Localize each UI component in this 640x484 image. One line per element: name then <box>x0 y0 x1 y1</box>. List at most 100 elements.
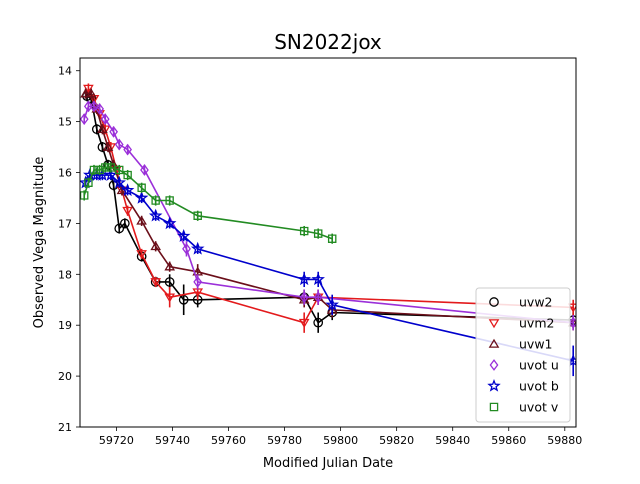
x-axis-label: Modified Julian Date <box>263 456 393 471</box>
data-point-uvw2 <box>91 124 102 135</box>
legend: uvw2 uvm2 uvw1 uvot u uvot b uvot v <box>475 287 571 423</box>
data-point-uvot-b <box>176 229 191 242</box>
data-point-uvm2 <box>298 318 310 328</box>
data-layer <box>80 83 576 377</box>
y-tick-label: 20 <box>58 370 72 383</box>
y-tick-label: 15 <box>58 116 72 129</box>
data-point-uvot-v <box>95 165 104 175</box>
data-point-uvot-u <box>193 276 203 288</box>
data-point-uvot-v <box>115 165 124 175</box>
data-point-uvot-u <box>140 163 149 176</box>
x-tick-label: 59720 <box>99 434 134 447</box>
data-point-uvot-u <box>80 113 89 125</box>
data-point-uvot-u <box>313 291 323 304</box>
x-tick-label: 59880 <box>547 434 582 447</box>
data-point-uvot-b <box>311 272 325 286</box>
data-point-uvot-v <box>299 226 309 236</box>
data-point-uvot-u <box>109 125 119 138</box>
legend-label-uvw2: uvw2 <box>519 295 553 310</box>
data-point-uvot-v <box>193 211 202 220</box>
series-uvot-v <box>80 162 337 244</box>
data-point-uvot-b <box>148 208 163 222</box>
data-point-uvm2 <box>136 250 147 260</box>
legend-marker-uvot-v <box>489 402 499 412</box>
data-point-uvot-b <box>134 190 149 204</box>
data-point-uvm2 <box>567 303 576 313</box>
legend-marker-uvm2 <box>488 319 500 329</box>
y-axis: 14 15 16 17 18 19 20 21 <box>58 65 80 434</box>
data-point-uvot-b <box>190 241 205 255</box>
data-point-uvw1 <box>136 215 147 225</box>
y-tick-label: 17 <box>58 217 72 230</box>
y-axis-label: Observed Vega Magnitude <box>32 157 47 329</box>
data-point-uvot-b <box>103 167 118 181</box>
data-point-uvw2 <box>119 218 130 229</box>
data-point-uvot-u <box>114 138 124 151</box>
legend-marker-uvot-u <box>489 359 499 371</box>
data-point-uvot-u <box>100 113 110 125</box>
data-point-uvw2 <box>313 317 324 328</box>
plot-frame <box>79 57 577 428</box>
legend-label-uvm2: uvm2 <box>519 316 554 331</box>
legend-label-uvw1: uvw1 <box>519 337 553 352</box>
legend-label-uvot-b: uvot b <box>519 379 559 394</box>
y-tick-label: 19 <box>58 319 72 332</box>
legend-label-uvot-v: uvot v <box>519 400 559 415</box>
data-point-uvw2 <box>164 277 175 287</box>
data-point-uvot-v <box>137 183 146 193</box>
y-tick-label: 21 <box>58 421 72 434</box>
data-point-uvot-b <box>325 297 340 311</box>
data-point-uvw1 <box>164 261 176 271</box>
data-point-uvm2 <box>150 278 162 288</box>
x-tick-label: 59740 <box>155 434 190 447</box>
data-point-uvw2 <box>97 142 108 152</box>
legend-marker-uvw1 <box>488 338 500 348</box>
data-point-uvot-b <box>162 216 177 230</box>
data-point-uvw1 <box>85 88 97 98</box>
chart-title: SN2022jox <box>274 30 382 54</box>
y-tick-label: 14 <box>58 65 72 78</box>
series-line-uvot-u <box>83 105 574 324</box>
legend-marker-uvot-b <box>487 378 501 392</box>
x-tick-label: 59860 <box>491 434 526 447</box>
data-point-uvm2 <box>122 206 133 216</box>
data-point-uvw2 <box>178 294 189 305</box>
data-point-uvot-u <box>299 291 309 304</box>
data-point-uvot-b <box>112 175 126 189</box>
data-point-uvot-v <box>165 196 174 205</box>
data-point-uvot-u <box>95 103 105 115</box>
data-point-uvot-v <box>151 196 160 205</box>
y-tick-label: 16 <box>58 167 72 180</box>
data-point-uvot-v <box>80 191 89 200</box>
data-point-uvot-u <box>89 100 99 113</box>
x-tick-label: 59760 <box>211 434 246 447</box>
legend-label-uvot-u: uvot u <box>519 358 559 373</box>
data-point-uvw1 <box>102 141 114 151</box>
x-tick-label: 59780 <box>267 434 302 447</box>
data-point-uvot-v <box>313 229 323 238</box>
data-point-uvot-b <box>297 272 311 286</box>
data-point-uvot-v <box>123 170 132 180</box>
data-point-uvw2 <box>114 223 125 234</box>
legend-marker-uvw2 <box>489 297 499 307</box>
data-point-uvot-v <box>327 234 337 243</box>
data-point-uvw1 <box>80 88 91 98</box>
data-point-uvot-v <box>84 178 93 187</box>
data-point-uvot-u <box>123 143 133 156</box>
data-point-uvm2 <box>164 293 176 303</box>
data-point-uvw1 <box>97 124 108 134</box>
data-point-uvot-u <box>182 242 191 255</box>
x-tick-label: 59820 <box>379 434 414 447</box>
series-uvot-u <box>80 100 576 331</box>
data-point-uvw2 <box>103 160 113 170</box>
data-point-uvot-v <box>106 163 116 172</box>
data-point-uvw1 <box>150 241 162 251</box>
data-point-uvot-b <box>120 183 135 197</box>
legend-box <box>475 287 571 423</box>
x-tick-label: 59840 <box>435 434 470 447</box>
x-tick-label: 59800 <box>323 434 358 447</box>
x-axis: 59720 59740 59760 59780 59800 59820 59840 59860… <box>99 427 582 447</box>
y-tick-label: 18 <box>58 268 72 281</box>
